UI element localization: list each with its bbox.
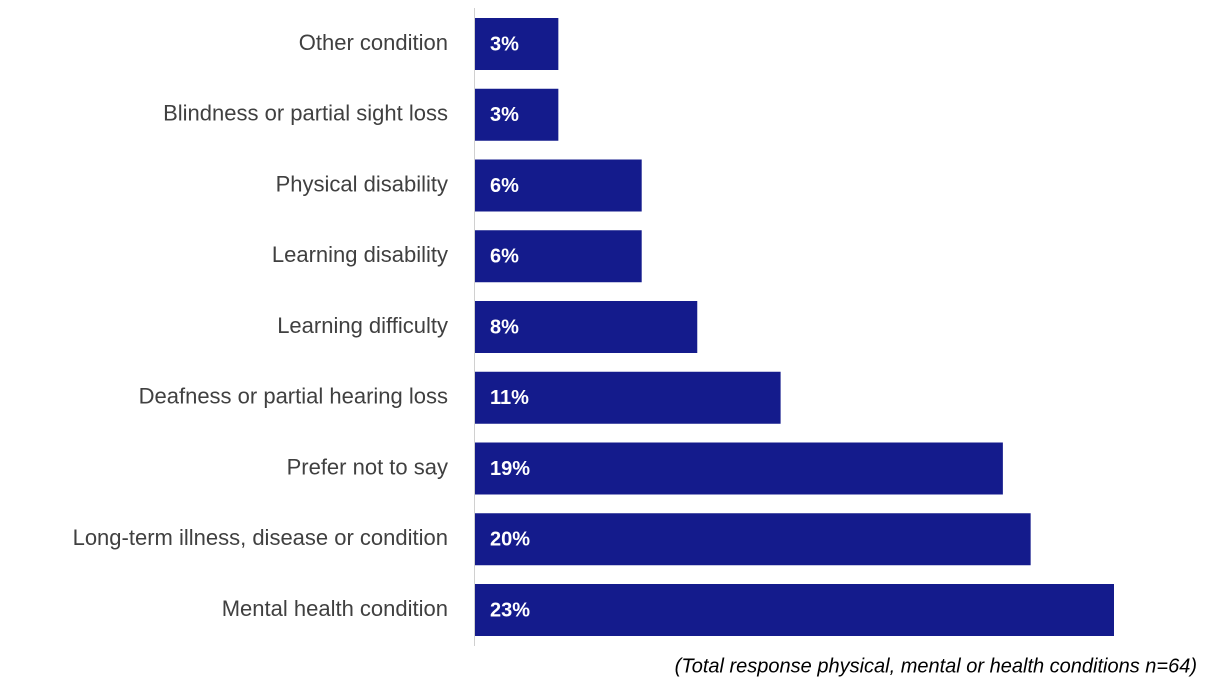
bar: [475, 18, 559, 70]
bar: [475, 371, 781, 424]
bar: [475, 301, 698, 353]
bar: [475, 442, 1003, 495]
value-label: 8%: [490, 316, 519, 338]
value-label: 6%: [490, 175, 519, 197]
value-label: 6%: [490, 246, 519, 268]
value-label: 3%: [490, 33, 519, 55]
category-label: Long-term illness, disease or condition: [73, 525, 448, 550]
value-label: 19%: [490, 458, 530, 480]
category-label: Prefer not to say: [287, 454, 448, 479]
bar: [475, 513, 1031, 566]
bar: [475, 159, 642, 212]
category-label: Mental health condition: [222, 596, 448, 621]
bar: [475, 584, 1114, 636]
value-label: 20%: [490, 529, 530, 551]
bar: [475, 88, 559, 141]
annotation: (Total response physical, mental or heal…: [675, 655, 1197, 677]
value-label: 3%: [490, 104, 519, 126]
category-label: Other condition: [299, 30, 448, 55]
bar: [475, 230, 642, 283]
value-label: 23%: [490, 599, 530, 621]
category-label: Learning disability: [272, 242, 448, 267]
category-label: Deafness or partial hearing loss: [139, 384, 448, 409]
category-label: Blindness or partial sight loss: [163, 101, 448, 126]
value-label: 11%: [490, 387, 529, 409]
category-label: Physical disability: [276, 171, 448, 196]
category-label: Learning difficulty: [277, 313, 448, 338]
